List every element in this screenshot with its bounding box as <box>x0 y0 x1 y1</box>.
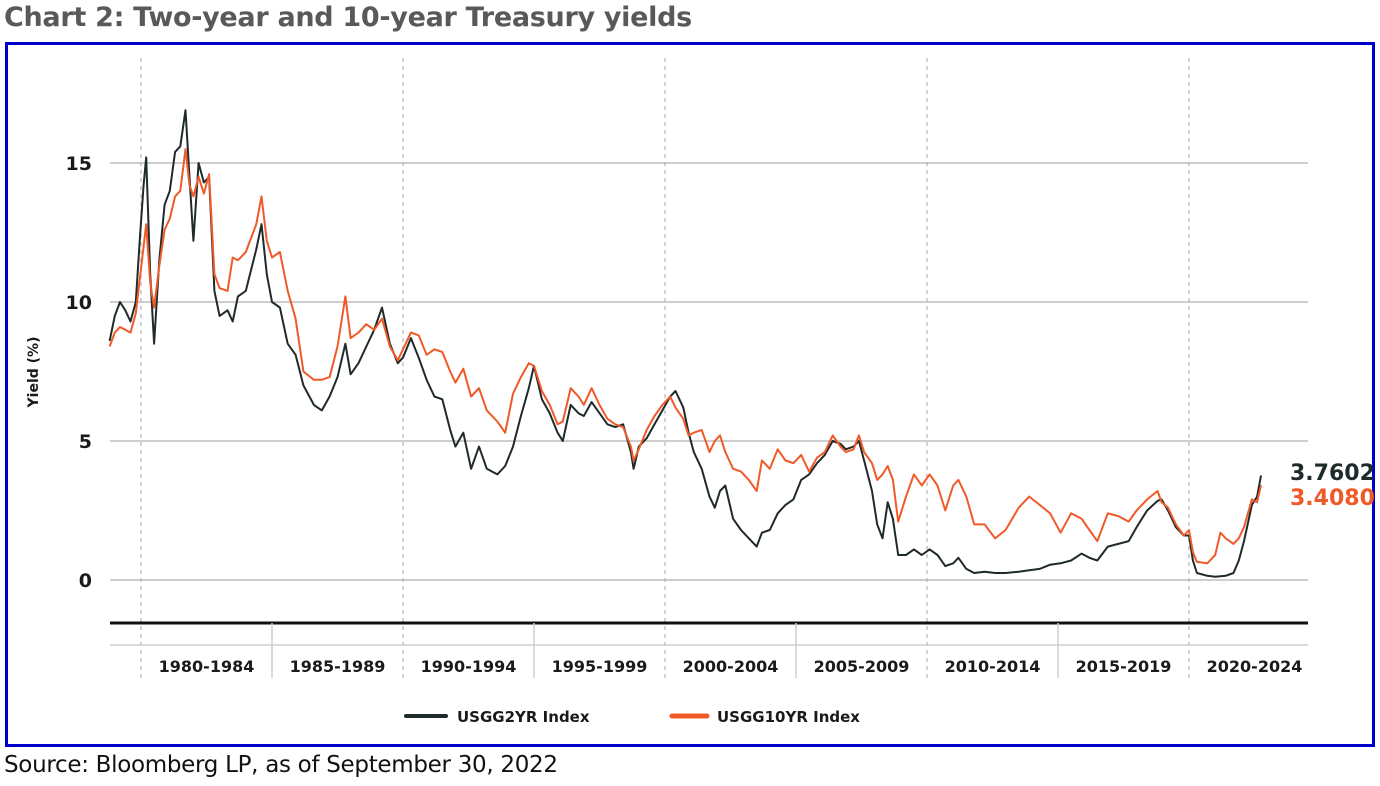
x-category-label: 2020-2024 <box>1207 657 1303 676</box>
legend-item-2yr[interactable]: USGG2YR Index <box>404 708 590 726</box>
legend-label-10yr: USGG10YR Index <box>717 708 860 726</box>
legend-label-2yr: USGG2YR Index <box>457 708 590 726</box>
x-category-label: 1985-1989 <box>290 657 386 676</box>
chart-frame <box>5 42 1375 747</box>
legend-item-10yr[interactable]: USGG10YR Index <box>669 708 860 726</box>
x-category-label: 2005-2009 <box>814 657 910 676</box>
x-category-label: 1995-1999 <box>552 657 648 676</box>
y-axis: 0 5 10 15 <box>66 153 92 592</box>
x-category-label: 2000-2004 <box>683 657 779 676</box>
x-category-label: 1990-1994 <box>421 657 517 676</box>
series-line-2yr <box>108 109 1262 578</box>
chart-title: Chart 2: Two-year and 10-year Treasury y… <box>4 2 692 33</box>
end-label-2yr: 3.7602 <box>1290 461 1375 486</box>
y-tick-label-10: 10 <box>66 292 92 314</box>
y-axis-label: Yield (%) <box>26 337 42 409</box>
x-category-label: 2015-2019 <box>1076 657 1172 676</box>
source-note: Source: Bloomberg LP, as of September 30… <box>4 752 558 778</box>
series-line-10yr <box>108 148 1262 565</box>
y-tick-label-15: 15 <box>66 153 92 175</box>
end-label-10yr: 3.4080 <box>1290 486 1375 511</box>
end-value-labels: 3.7602 3.4080 <box>1290 461 1375 511</box>
x-category-label: 2010-2014 <box>945 657 1041 676</box>
x-axis: 1980-1984 1985-1989 1990-1994 1995-1999 2000… <box>110 621 1308 678</box>
legend: USGG2YR Index USGG10YR Index <box>404 708 860 726</box>
x-category-label: 1980-1984 <box>159 657 255 676</box>
series-lines <box>108 109 1262 578</box>
gridlines <box>110 58 1308 680</box>
y-tick-label-0: 0 <box>79 570 92 592</box>
y-tick-label-5: 5 <box>79 431 92 453</box>
